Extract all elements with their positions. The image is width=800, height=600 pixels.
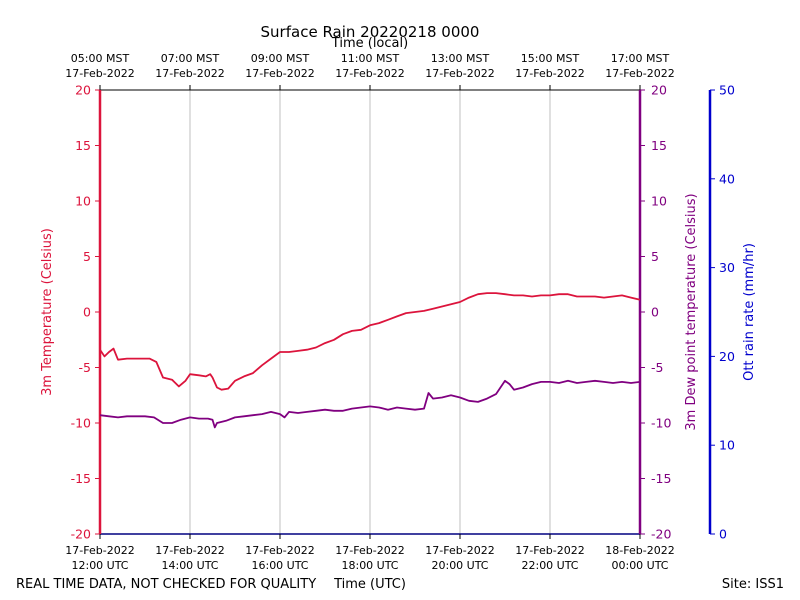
y-tick-label-right: 10 [651,194,667,209]
top-tick-label-time: 11:00 MST [341,52,400,65]
y-tick-label-right: -20 [651,527,671,542]
x-tick-label-date: 17-Feb-2022 [245,544,314,557]
y-tick-label-far-right: 30 [719,260,735,275]
y-tick-label-right: -15 [651,471,671,486]
top-tick-label-time: 07:00 MST [161,52,220,65]
x-label: Time (UTC) [333,577,406,592]
footer-quality-note: REAL TIME DATA, NOT CHECKED FOR QUALITY [16,577,316,592]
chart-title: Surface Rain 20220218 0000 [261,23,480,41]
x-tick-label-date: 17-Feb-2022 [515,544,584,557]
top-tick-label-time: 13:00 MST [431,52,490,65]
top-tick-label-date: 17-Feb-2022 [605,67,674,80]
top-tick-label-date: 17-Feb-2022 [425,67,494,80]
y-tick-label-left: 5 [83,249,91,264]
top-tick-label-date: 17-Feb-2022 [245,67,314,80]
top-tick-label-time: 09:00 MST [251,52,310,65]
x-tick-label-time: 12:00 UTC [71,559,128,572]
y-tick-label-far-right: 0 [719,527,727,542]
y-tick-label-right: 0 [651,305,659,320]
y-tick-label-left: 15 [75,138,91,153]
x-tick-label-time: 18:00 UTC [341,559,398,572]
x-tick-label-time: 00:00 UTC [611,559,668,572]
y-tick-label-far-right: 50 [719,83,735,98]
top-tick-label-time: 05:00 MST [71,52,130,65]
y-tick-label-left: -5 [79,360,91,375]
y-tick-label-far-right: 20 [719,349,735,364]
x-tick-label-time: 22:00 UTC [521,559,578,572]
series-line-3m-temperature [99,292,641,391]
top-tick-label-date: 17-Feb-2022 [155,67,224,80]
y-tick-label-left: -20 [71,527,91,542]
x-tick-label-date: 17-Feb-2022 [335,544,404,557]
top-tick-label-date: 17-Feb-2022 [515,67,584,80]
y-tick-label-left: -10 [71,416,91,431]
plot-area: -20 -20 -15 -15 -10 -10 -5 -5 0 0 5 5 10 10 15 15 20 20 0 1… [65,52,735,572]
top-tick-label-time: 15:00 MST [521,52,580,65]
y-tick-label-left: 0 [83,305,91,320]
x-tick-label-date: 17-Feb-2022 [425,544,494,557]
footer-site: Site: ISS1 [722,577,784,592]
y-tick-label-left: 10 [75,194,91,209]
y-label-right: 3m Dew point temperature (Celsius) [684,193,699,430]
x-tick-label-time: 16:00 UTC [251,559,308,572]
x-tick-label-date: 17-Feb-2022 [155,544,224,557]
y-tick-label-far-right: 40 [719,171,735,186]
y-tick-label-far-right: 10 [719,438,735,453]
top-tick-label-date: 17-Feb-2022 [335,67,404,80]
x-tick-label-time: 20:00 UTC [431,559,488,572]
series-line-3m-dew-point-temperature [99,379,641,429]
top-tick-label-date: 17-Feb-2022 [65,67,134,80]
y-label-far-right: Ott rain rate (mm/hr) [742,243,757,381]
y-tick-label-right: -5 [651,360,663,375]
y-tick-label-right: -10 [651,416,671,431]
x-tick-label-date: 17-Feb-2022 [65,544,134,557]
y-tick-label-left: -15 [71,471,91,486]
x-tick-label-date: 18-Feb-2022 [605,544,674,557]
y-tick-label-left: 20 [75,83,91,98]
y-label-left: 3m Temperature (Celsius) [40,228,55,396]
x-tick-label-time: 14:00 UTC [161,559,218,572]
top-tick-label-time: 17:00 MST [611,52,670,65]
y-tick-label-right: 20 [651,83,667,98]
top-axis-label: Time (local) [331,36,408,51]
y-tick-label-right: 15 [651,138,667,153]
y-tick-label-right: 5 [651,249,659,264]
